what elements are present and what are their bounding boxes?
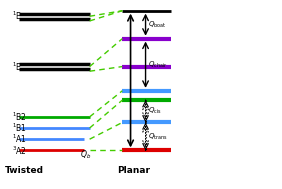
- Text: Twisted: Twisted: [5, 166, 44, 175]
- Text: $Q_{\rm trans}$: $Q_{\rm trans}$: [148, 131, 168, 142]
- Text: $^1$E: $^1$E: [12, 60, 22, 73]
- Text: $Q_{\rm chair}$: $Q_{\rm chair}$: [148, 60, 168, 70]
- Text: $Q_b$: $Q_b$: [80, 149, 91, 161]
- Text: $^1$E: $^1$E: [12, 10, 22, 22]
- Text: $^3$A2: $^3$A2: [12, 144, 27, 156]
- Text: $^1$B1: $^1$B1: [12, 122, 27, 134]
- Text: Planar: Planar: [117, 166, 150, 175]
- Text: $^1$A1: $^1$A1: [12, 133, 27, 145]
- Text: $^1$B2: $^1$B2: [12, 111, 27, 123]
- Text: $Q_{\rm cis}$: $Q_{\rm cis}$: [148, 106, 162, 116]
- Text: $Q_{\rm boat}$: $Q_{\rm boat}$: [148, 20, 167, 30]
